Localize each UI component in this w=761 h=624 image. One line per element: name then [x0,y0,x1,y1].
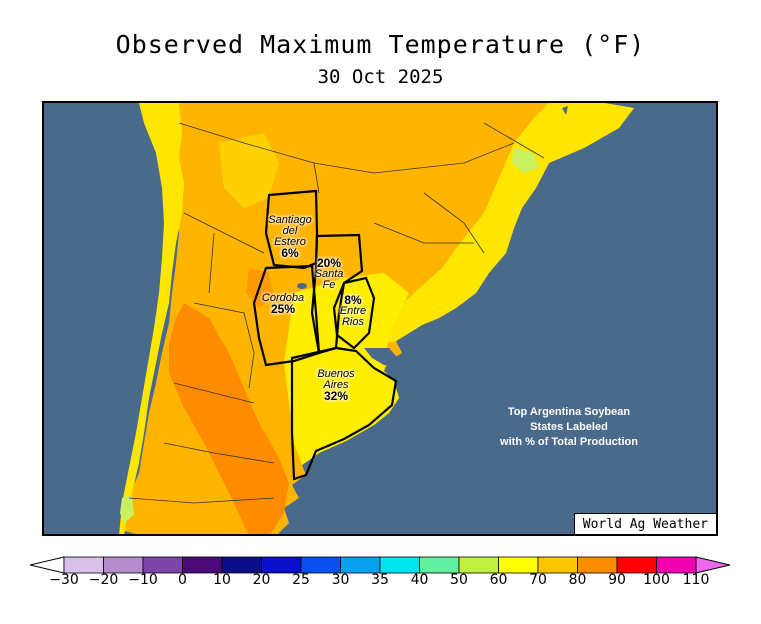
province-borders [128,122,545,504]
scale-tick-label: −10 [128,572,158,588]
label-santiago-del-estero: Santiago del Estero 6% [268,214,312,260]
map-date: 30 Oct 2025 [317,66,444,88]
scale-swatch [537,556,578,574]
entre-rios-border [332,276,376,350]
scale-swatch [221,556,262,574]
scale-high-arrow [695,556,730,574]
scale-tick-label: 50 [450,572,468,588]
scale-tick-label: 25 [292,572,310,588]
zone-50-60-south [120,495,134,523]
scale-tick-label: 100 [643,572,670,588]
zone-50-60-ne [512,148,539,173]
scale-tick-label: 10 [213,572,231,588]
zone-70-80-patch [219,133,279,208]
scale-tick-label: 110 [682,572,710,588]
lake-mar-chiquita [297,283,307,289]
scale-low-arrow [30,556,65,574]
scale-swatch [379,556,420,574]
label-santa-fe: 20% Santa Fe [314,256,344,291]
map-title: Observed Maximum Temperature (°F) [115,30,646,59]
scale-tick-label: 35 [371,572,389,588]
scale-swatch [577,556,618,574]
scale-tick-label: −30 [49,572,79,588]
scale-tick-label: 70 [529,572,547,588]
scale-tick-label: 0 [178,572,187,588]
lake-n [562,106,568,115]
scale-tick-label: 60 [489,572,508,588]
map-graphic [119,103,634,534]
credit-label: World Ag Weather [573,513,716,534]
scale-tick-label: 20 [252,572,271,588]
zone-60-70-ne [384,103,634,343]
scale-tick-label: −20 [88,572,119,588]
rio-de-la-plata [364,348,404,365]
scale-tick-label: 90 [608,572,626,588]
scale-swatch [103,556,144,574]
scale-swatch [300,556,341,574]
scale-tick-label: 80 [568,572,587,588]
scale-swatch [616,556,657,574]
scale-swatch [261,556,302,574]
scale-swatch [182,556,223,574]
soybean-annotation: Top Argentina Soybean States Labeled wit… [500,406,638,448]
scale-swatch [419,556,460,574]
scale-swatch [656,556,697,574]
scale-swatch [142,556,183,574]
scale-tick-label: 40 [410,572,429,588]
land-coast-west [119,103,184,534]
zone-80-90-south [169,303,289,534]
label-buenos-aires: Buenos Aires 32% [317,368,355,403]
scale-swatch [63,556,104,574]
lake-ne [449,318,460,333]
scale-swatch [458,556,499,574]
color-scale [30,556,730,574]
cordoba-border [252,264,321,367]
temperature-map: Santiago del Estero 6% 20% Santa Fe Cord… [42,101,718,536]
label-cordoba: Cordoba 25% [261,292,305,316]
scale-tick-label: 30 [331,572,350,588]
soybean-province-borders [252,189,398,481]
label-entre-rios: 8% Entre Rios [339,293,367,328]
scale-swatch [498,556,539,574]
scale-swatch [340,556,381,574]
buenos-aires-border [290,346,398,481]
